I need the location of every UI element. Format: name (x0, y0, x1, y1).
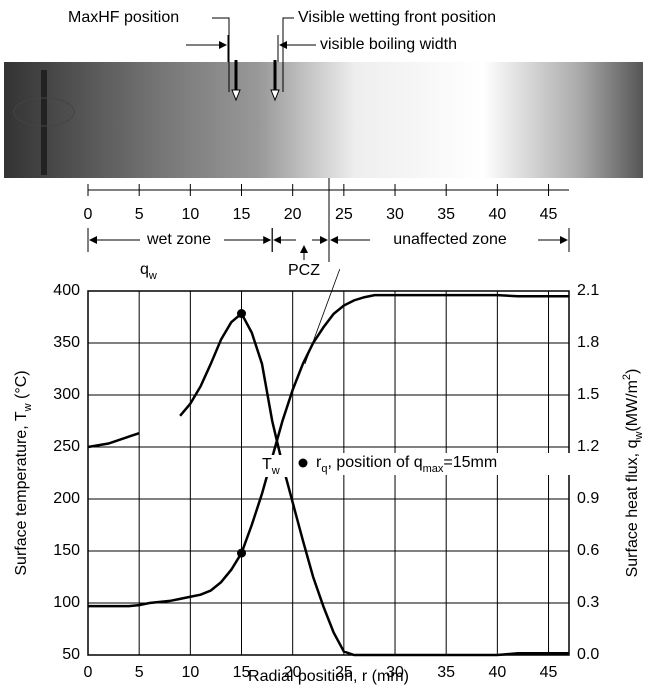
arrow (270, 89, 280, 102)
unaffected-zone-label: unaffected zone (393, 231, 507, 248)
y2-tick-label: 2.1 (577, 282, 599, 299)
wetting-front-label: Visible wetting front position (298, 9, 496, 26)
photo (4, 62, 643, 178)
label-bg (258, 455, 288, 477)
wet-zone-label: wet zone (146, 231, 211, 248)
label: rq, position of qmax=15mm (316, 454, 497, 475)
y-tick-label: 100 (53, 594, 80, 611)
x-tick-label: 30 (386, 664, 404, 681)
y2-tick-label: 0.3 (577, 594, 599, 611)
x-tick-label: 25 (335, 664, 353, 681)
y2-tick-label: 0.0 (577, 646, 599, 663)
x-tick-label: 0 (84, 664, 93, 681)
annotation-bullet (298, 458, 308, 468)
y-tick-label: 200 (53, 490, 80, 507)
boiling-width-label: visible boiling width (320, 36, 457, 53)
y2-tick-label: 1.2 (577, 438, 599, 455)
label-script: w (271, 465, 280, 477)
label-bg (136, 260, 166, 282)
scale-tick-label: 0 (84, 206, 93, 223)
y-tick-label: 300 (53, 386, 80, 403)
scale-tick-label: 45 (540, 206, 558, 223)
scale-tick-label: 10 (181, 206, 199, 223)
y2-tick-label: 1.8 (577, 334, 599, 351)
photo-scale: 0 5 10 15 20 25 30 35 40 45 (84, 184, 570, 252)
y-tick-label: 50 (62, 646, 80, 663)
label-part: ) (624, 369, 641, 374)
x-tick-label: 40 (488, 664, 506, 681)
label-part: Surface heat flux, q (624, 440, 641, 578)
label-part: (MW/m (624, 380, 641, 432)
series-line (88, 293, 569, 608)
plot: 501001502002503003504000.00.30.60.91.21.… (13, 260, 645, 685)
arrow (231, 89, 241, 102)
leader (212, 17, 230, 92)
label: Tw (262, 456, 280, 477)
label-part: , position of q (327, 454, 422, 471)
label: qw (140, 261, 157, 282)
maxhf-label: MaxHF position (68, 9, 179, 26)
x-tick-label: 15 (233, 664, 251, 681)
x-tick-label: 35 (437, 664, 455, 681)
scale-tick-label: 20 (284, 206, 302, 223)
y2-tick-label: 0.6 (577, 542, 599, 559)
label: Surface temperature, Tw (°C) (13, 370, 34, 575)
label-part: =15mm (443, 454, 497, 471)
y-tick-label: 250 (53, 438, 80, 455)
label-part: (°C) (13, 370, 30, 403)
label-script: w (633, 432, 645, 441)
label-script: q (321, 463, 327, 475)
y-tick-label: 350 (53, 334, 80, 351)
label-part: r (316, 454, 322, 471)
leader (282, 17, 294, 92)
scale-tick-label: 5 (135, 206, 144, 223)
scale-tick-label: 15 (233, 206, 251, 223)
label-part: q (140, 261, 149, 278)
label-script: w (22, 403, 34, 412)
series-line (87, 311, 569, 657)
y-tick-label: 400 (53, 282, 80, 299)
y2-tick-label: 0.9 (577, 490, 599, 507)
label-script: w (148, 270, 157, 282)
x-tick-label: 5 (135, 664, 144, 681)
scale-tick-label: 30 (386, 206, 404, 223)
label-bg (312, 453, 572, 475)
x-tick-label: 45 (540, 664, 558, 681)
x-axis-title: Radial position, r (mm) (248, 668, 409, 685)
pcz-label: PCZ (288, 262, 320, 279)
qmax-marker (237, 309, 247, 319)
y2-tick-label: 1.5 (577, 386, 599, 403)
label-script: 2 (621, 374, 633, 380)
y-tick-label: 150 (53, 542, 80, 559)
scale-tick-label: 35 (437, 206, 455, 223)
label: Surface heat flux, qw(MW/m2) (621, 369, 645, 578)
x-tick-label: 10 (181, 664, 199, 681)
x-tick-label: 20 (284, 664, 302, 681)
label-script: max (423, 463, 444, 475)
label-part: T (262, 456, 272, 473)
tw-marker (237, 548, 247, 558)
scale-tick-label: 25 (335, 206, 353, 223)
photo-ripple (13, 97, 75, 127)
label-part: Surface temperature, T (13, 411, 30, 575)
scale-tick-label: 40 (488, 206, 506, 223)
